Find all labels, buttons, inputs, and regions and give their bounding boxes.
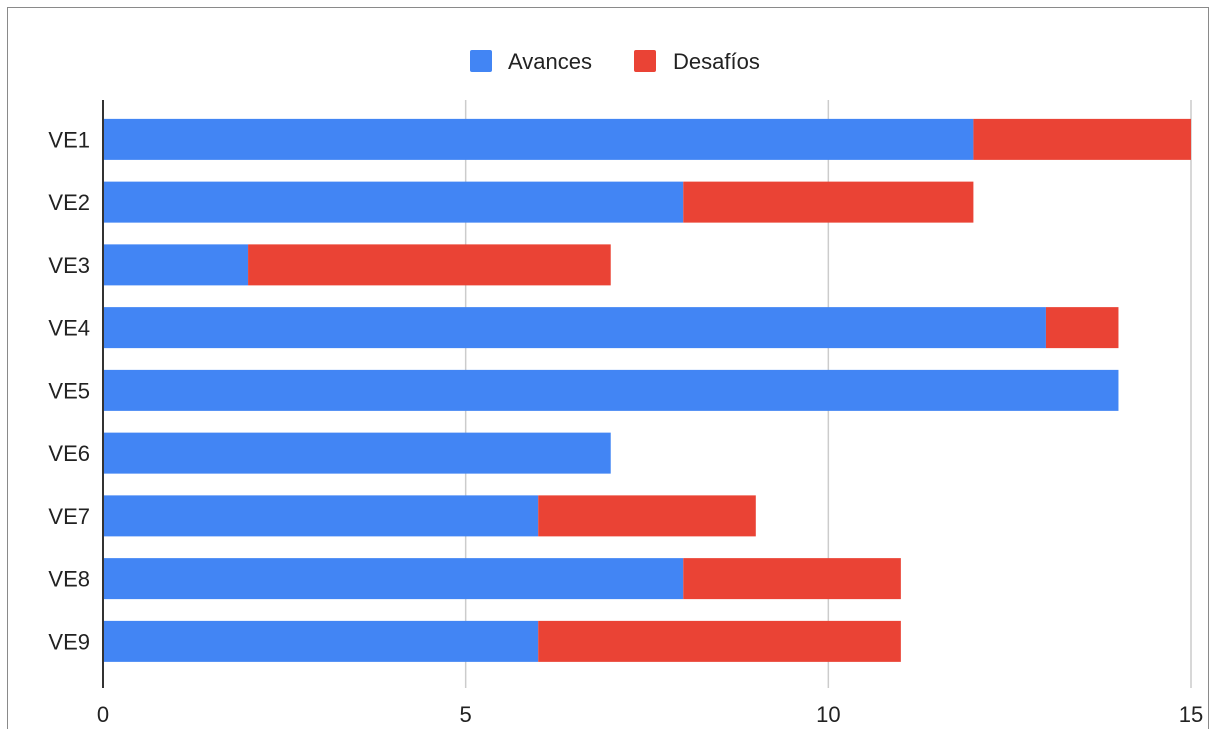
legend-label-avances: Avances xyxy=(508,49,592,74)
legend-swatch-desafios xyxy=(634,50,656,72)
legend-label-desafios: Desafíos xyxy=(673,49,760,74)
x-tick-label-5: 5 xyxy=(460,702,472,727)
x-tick-label-0: 0 xyxy=(97,702,109,727)
category-label-ve8: VE8 xyxy=(48,567,90,592)
bar-ve8-avances xyxy=(103,558,684,600)
bar-ve4-desafios xyxy=(1045,307,1119,349)
bar-ve3-avances xyxy=(103,244,249,286)
bar-ve4-avances xyxy=(103,307,1046,349)
bar-ve3-desafios xyxy=(248,244,611,286)
bar-ve1-desafios xyxy=(973,118,1191,160)
bars xyxy=(103,118,1191,662)
category-label-ve6: VE6 xyxy=(48,441,90,466)
bar-ve5-avances xyxy=(103,369,1119,411)
bar-ve8-desafios xyxy=(683,558,901,600)
category-label-ve3: VE3 xyxy=(48,253,90,278)
bar-ve2-desafios xyxy=(683,181,974,223)
bar-ve9-avances xyxy=(103,620,539,662)
category-label-ve7: VE7 xyxy=(48,504,90,529)
category-label-ve9: VE9 xyxy=(48,629,90,654)
category-label-ve5: VE5 xyxy=(48,378,90,403)
category-labels: VE1 VE2 VE3 VE4 VE5 VE6 VE7 VE8 VE9 xyxy=(48,127,90,654)
bar-ve7-desafios xyxy=(538,495,756,537)
bar-ve7-avances xyxy=(103,495,539,537)
bar-ve1-avances xyxy=(103,118,974,160)
x-tick-label-10: 10 xyxy=(816,702,840,727)
x-axis-tick-labels: 0 5 10 15 xyxy=(97,702,1203,727)
category-label-ve1: VE1 xyxy=(48,127,90,152)
bar-ve2-avances xyxy=(103,181,684,223)
legend-swatch-avances xyxy=(470,50,492,72)
bar-ve9-desafios xyxy=(538,620,901,662)
x-tick-label-15: 15 xyxy=(1179,702,1203,727)
category-label-ve4: VE4 xyxy=(48,316,90,341)
category-label-ve2: VE2 xyxy=(48,190,90,215)
legend: Avances Desafíos xyxy=(470,49,760,74)
bar-ve6-avances xyxy=(103,432,611,474)
